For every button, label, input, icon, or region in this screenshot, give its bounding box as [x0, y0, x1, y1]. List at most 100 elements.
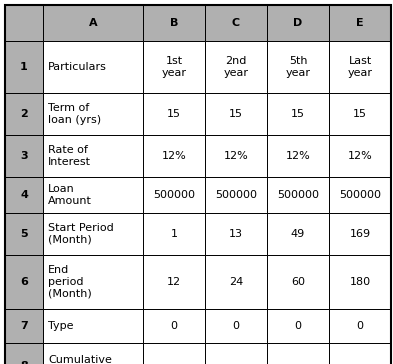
Text: Particulars: Particulars: [48, 62, 107, 72]
Bar: [205, 213, 267, 255]
Bar: [329, 177, 391, 213]
Text: 6: 6: [20, 277, 28, 287]
Text: 49: 49: [291, 229, 305, 239]
Bar: [143, 343, 205, 364]
Bar: [267, 309, 329, 343]
Bar: [5, 5, 43, 41]
Bar: [205, 177, 267, 213]
Text: 180: 180: [349, 277, 371, 287]
Bar: [43, 41, 143, 93]
Text: 0: 0: [356, 321, 364, 331]
Bar: [329, 343, 391, 364]
Bar: [267, 93, 329, 135]
Text: 500000: 500000: [339, 190, 381, 200]
Bar: [329, 213, 391, 255]
Bar: [267, 5, 329, 41]
Bar: [143, 93, 205, 135]
Text: 12%: 12%: [348, 151, 373, 161]
Bar: [205, 343, 267, 364]
Bar: [143, 41, 205, 93]
Text: 5th
year: 5th year: [285, 56, 310, 78]
Bar: [205, 255, 267, 309]
Text: 12: 12: [167, 277, 181, 287]
Text: C: C: [232, 18, 240, 28]
Text: 1: 1: [171, 229, 178, 239]
Bar: [143, 213, 205, 255]
Text: A: A: [89, 18, 97, 28]
Bar: [5, 343, 43, 364]
Text: Last
year: Last year: [347, 56, 373, 78]
Bar: [267, 177, 329, 213]
Text: D: D: [294, 18, 303, 28]
Text: 3: 3: [20, 151, 28, 161]
Text: 60: 60: [291, 277, 305, 287]
Text: 0: 0: [171, 321, 178, 331]
Text: 500000: 500000: [215, 190, 257, 200]
Bar: [143, 135, 205, 177]
Bar: [43, 213, 143, 255]
Bar: [43, 93, 143, 135]
Text: Start Period
(Month): Start Period (Month): [48, 223, 114, 245]
Bar: [5, 255, 43, 309]
Text: Term of
loan (yrs): Term of loan (yrs): [48, 103, 101, 125]
Bar: [43, 135, 143, 177]
Text: B: B: [170, 18, 178, 28]
Bar: [267, 343, 329, 364]
Text: 24: 24: [229, 277, 243, 287]
Bar: [5, 213, 43, 255]
Bar: [267, 135, 329, 177]
Bar: [143, 309, 205, 343]
Bar: [5, 135, 43, 177]
Bar: [329, 255, 391, 309]
Bar: [267, 213, 329, 255]
Bar: [205, 41, 267, 93]
Bar: [5, 93, 43, 135]
Text: 15: 15: [167, 109, 181, 119]
Text: 2: 2: [20, 109, 28, 119]
Text: 12%: 12%: [286, 151, 310, 161]
Bar: [329, 41, 391, 93]
Text: 12%: 12%: [224, 151, 248, 161]
Text: 12%: 12%: [162, 151, 186, 161]
Text: End
period
(Month): End period (Month): [48, 265, 92, 298]
Text: 15: 15: [353, 109, 367, 119]
Text: 8: 8: [20, 361, 28, 364]
Bar: [267, 255, 329, 309]
Text: 13: 13: [229, 229, 243, 239]
Text: 0: 0: [233, 321, 239, 331]
Text: E: E: [356, 18, 364, 28]
Bar: [43, 255, 143, 309]
Bar: [5, 177, 43, 213]
Bar: [43, 343, 143, 364]
Bar: [5, 309, 43, 343]
Text: 15: 15: [291, 109, 305, 119]
Text: 5: 5: [20, 229, 28, 239]
Text: 2nd
year: 2nd year: [224, 56, 248, 78]
Bar: [143, 5, 205, 41]
Text: 1: 1: [20, 62, 28, 72]
Text: Loan
Amount: Loan Amount: [48, 184, 92, 206]
Bar: [205, 5, 267, 41]
Text: 0: 0: [294, 321, 301, 331]
Text: 15: 15: [229, 109, 243, 119]
Bar: [205, 135, 267, 177]
Bar: [329, 93, 391, 135]
Text: 500000: 500000: [153, 190, 195, 200]
Bar: [329, 135, 391, 177]
Bar: [205, 93, 267, 135]
Text: 169: 169: [349, 229, 371, 239]
Text: Type: Type: [48, 321, 73, 331]
Bar: [329, 309, 391, 343]
Bar: [205, 309, 267, 343]
Text: 1st
year: 1st year: [162, 56, 187, 78]
Bar: [5, 41, 43, 93]
Text: Rate of
Interest: Rate of Interest: [48, 145, 91, 167]
Bar: [143, 255, 205, 309]
Bar: [143, 177, 205, 213]
Bar: [43, 5, 143, 41]
Text: 500000: 500000: [277, 190, 319, 200]
Text: 7: 7: [20, 321, 28, 331]
Bar: [43, 309, 143, 343]
Bar: [329, 5, 391, 41]
Text: Cumulative
Interest: Cumulative Interest: [48, 355, 112, 364]
